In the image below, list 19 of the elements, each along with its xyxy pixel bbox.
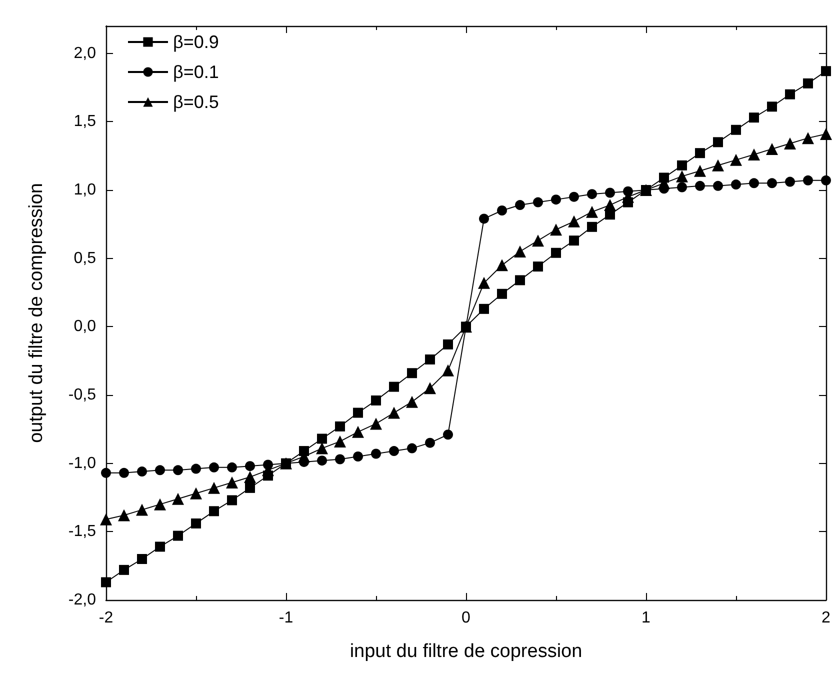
- legend-label: β=0.5: [173, 92, 219, 112]
- y-tick-label: -1,0: [68, 454, 96, 472]
- y-tick-label: 1,5: [74, 113, 96, 130]
- legend-label: β=0.1: [173, 62, 219, 82]
- y-tick-label: 0,5: [74, 250, 96, 267]
- x-tick-label: 2: [822, 610, 831, 626]
- x-tick-label: 1: [642, 610, 651, 626]
- y-tick-label: 2,0: [74, 44, 96, 62]
- x-tick-label: 0: [462, 610, 471, 626]
- legend-label: β=0.9: [173, 32, 219, 52]
- y-tick-label: 0,0: [74, 318, 96, 336]
- x-tick-label: -2: [98, 610, 114, 626]
- y-tick-label: -2,0: [68, 592, 96, 608]
- y-axis-title: output du filtre de compression: [26, 183, 47, 443]
- y-tick-label: 1,0: [74, 182, 96, 198]
- x-tick-label: -1: [278, 610, 294, 626]
- y-tick-label: -0,5: [68, 386, 96, 404]
- y-tick-label: -1,5: [68, 523, 96, 540]
- x-axis-title: input du filtre de copression: [350, 641, 582, 662]
